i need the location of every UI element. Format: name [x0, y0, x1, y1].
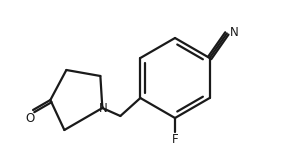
Text: N: N [99, 102, 108, 115]
Text: O: O [25, 112, 35, 125]
Text: F: F [172, 133, 178, 146]
Text: N: N [230, 26, 239, 39]
